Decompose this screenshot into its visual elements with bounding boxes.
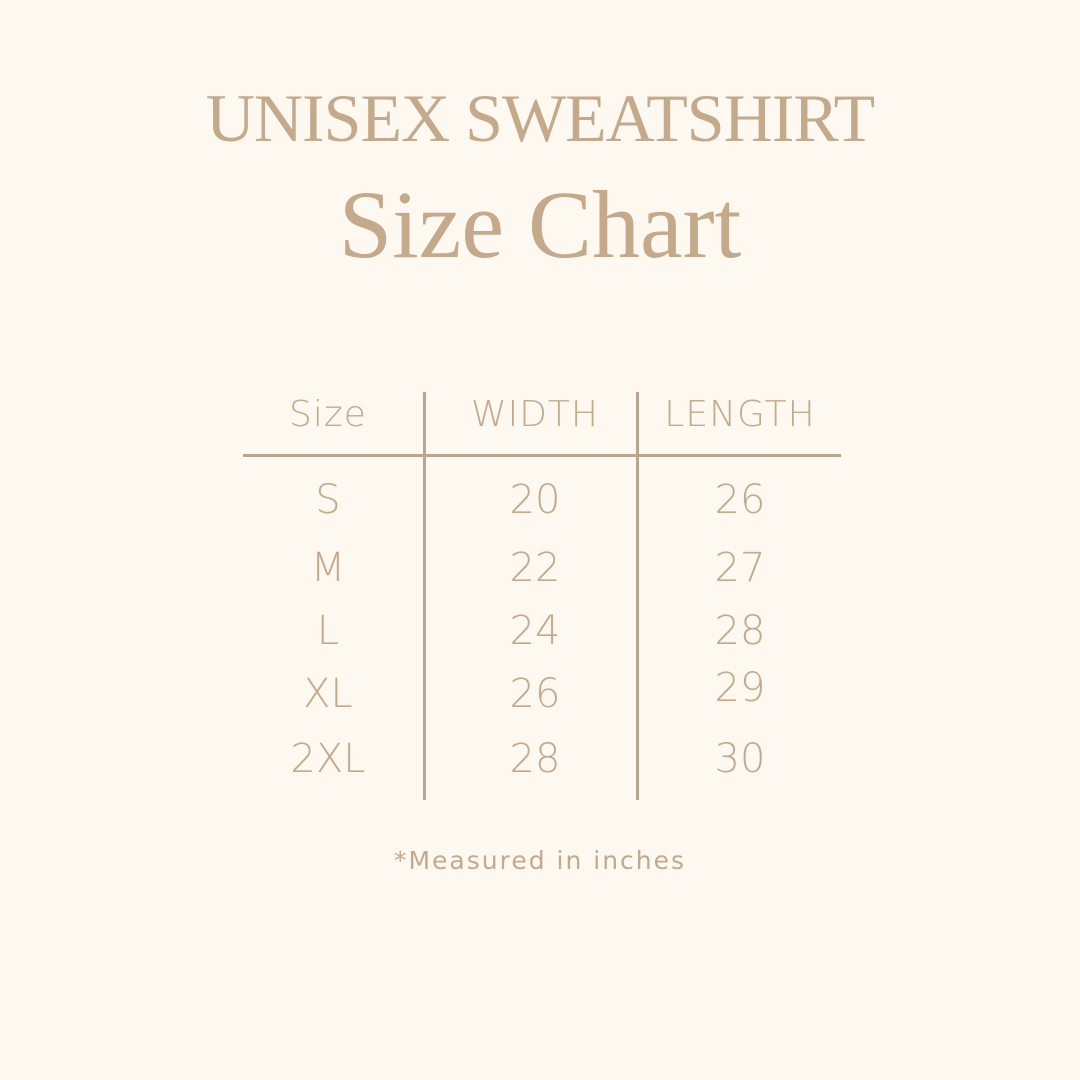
cell-size: 2XL — [290, 736, 366, 782]
header-length: LENGTH — [664, 394, 816, 435]
cell-width: 22 — [509, 545, 561, 591]
cell-width: 24 — [509, 608, 561, 654]
header-size: Size — [289, 394, 367, 435]
header-divider — [243, 454, 841, 457]
cell-length: 30 — [714, 736, 766, 782]
title-line-1: UNISEX SWEATSHIRT — [205, 80, 875, 156]
cell-width: 28 — [509, 736, 561, 782]
cell-size: M — [310, 545, 346, 591]
cell-length: 29 — [714, 665, 766, 711]
header-width: WIDTH — [471, 394, 599, 435]
column-divider — [423, 392, 426, 800]
cell-width: 26 — [509, 671, 561, 717]
cell-size: L — [316, 608, 340, 654]
page-title: Size Chart — [338, 171, 742, 278]
column-divider — [636, 392, 639, 800]
footnote: *Measured in inches — [393, 846, 687, 875]
cell-length: 27 — [714, 545, 766, 591]
cell-size: S — [315, 477, 341, 523]
cell-size: XL — [303, 671, 353, 717]
cell-width: 20 — [509, 477, 561, 523]
cell-length: 28 — [714, 608, 766, 654]
cell-length: 26 — [714, 477, 766, 523]
